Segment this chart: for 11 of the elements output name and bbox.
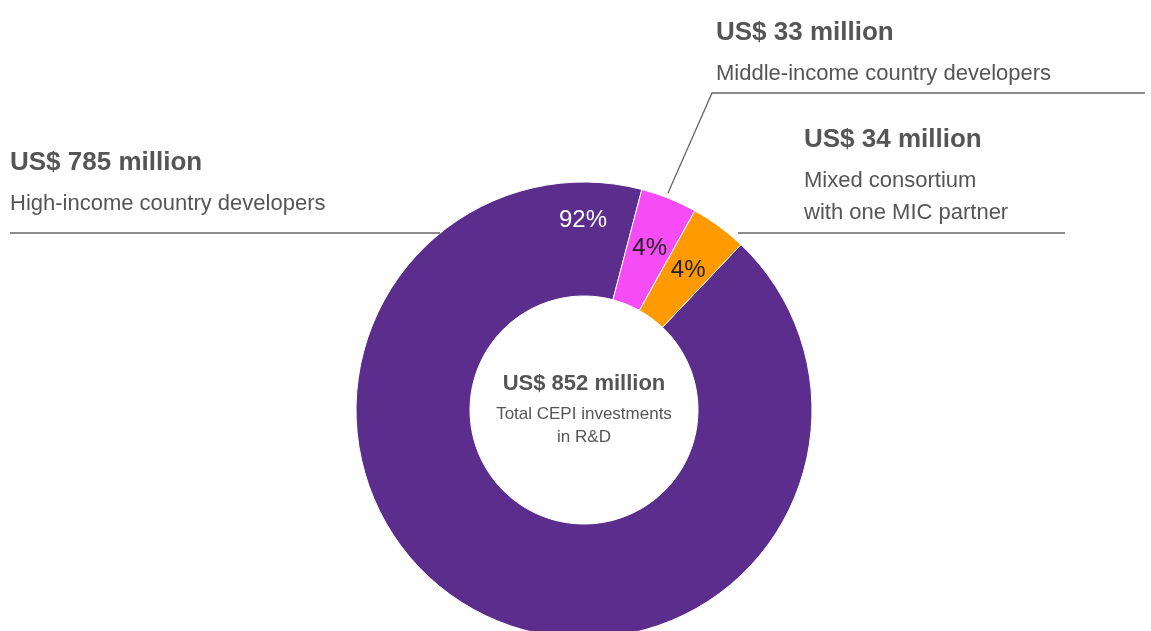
slice-label: Middle-income country developers xyxy=(716,60,1052,85)
slice-label: Mixed consortium with one MIC partner xyxy=(803,167,1009,224)
text: US$ 785 million xyxy=(10,146,203,176)
text: US$ 34 million xyxy=(804,123,982,153)
text: US$ 33 million xyxy=(716,16,894,46)
data-label: 92% xyxy=(558,204,608,232)
data-label: 4% xyxy=(670,254,706,282)
data-label: 4% xyxy=(632,233,667,261)
text: Total CEPI investments in R&D xyxy=(496,404,672,446)
slice-label: High-income country developers xyxy=(10,190,326,215)
text: US$ 852 million xyxy=(502,370,666,395)
